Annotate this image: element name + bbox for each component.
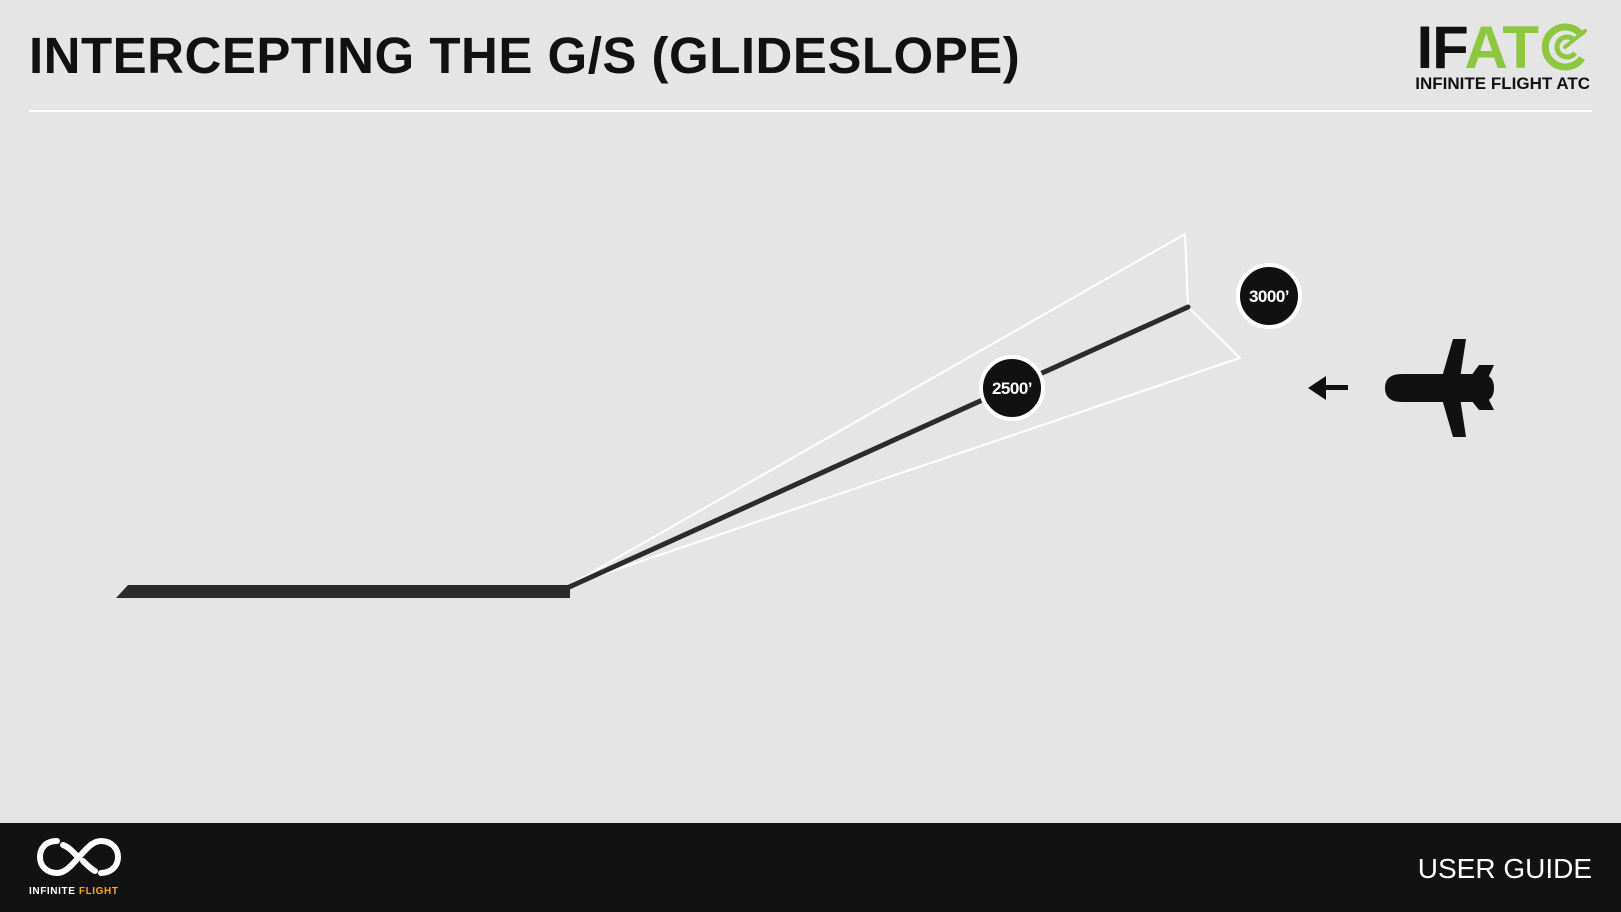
infinite-flight-logo: INFINITE FLIGHT [29,835,139,905]
radar-c-icon [1541,23,1587,71]
logo-word1: INFINITE [29,886,76,897]
infinite-flight-wordmark: INFINITE FLIGHT [29,886,119,897]
airplane-icon [1385,339,1494,437]
ifatc-wordmark: IFAT [1416,18,1590,78]
altitude-marker-label: 2500’ [992,379,1032,398]
glideslope-cone [567,232,1242,587]
page-title: INTERCEPTING THE G/S (GLIDESLOPE) [29,27,1021,84]
runway [116,585,570,598]
glideslope-diagram: 2500’ 3000’ [116,232,1494,598]
glideslope-path [564,304,1191,591]
brand-mark-part2: AT [1464,14,1539,81]
ifatc-logo: IFAT INFINITE FLIGHT ATC [1390,18,1590,96]
footer-bar: INFINITE FLIGHT USER GUIDE [0,823,1621,912]
altitude-marker-3000: 3000’ [1236,263,1302,329]
brand-subtitle: INFINITE FLIGHT ATC [1415,74,1590,93]
arrow-left-icon [1308,376,1348,400]
user-guide-label: USER GUIDE [1417,853,1592,884]
altitude-marker-2500: 2500’ [979,355,1045,421]
brand-mark-part1: IF [1416,14,1465,81]
header-divider [29,110,1592,112]
logo-word2: FLIGHT [78,886,119,897]
altitude-marker-label: 3000’ [1249,287,1289,306]
infinity-plane-icon [37,837,121,877]
